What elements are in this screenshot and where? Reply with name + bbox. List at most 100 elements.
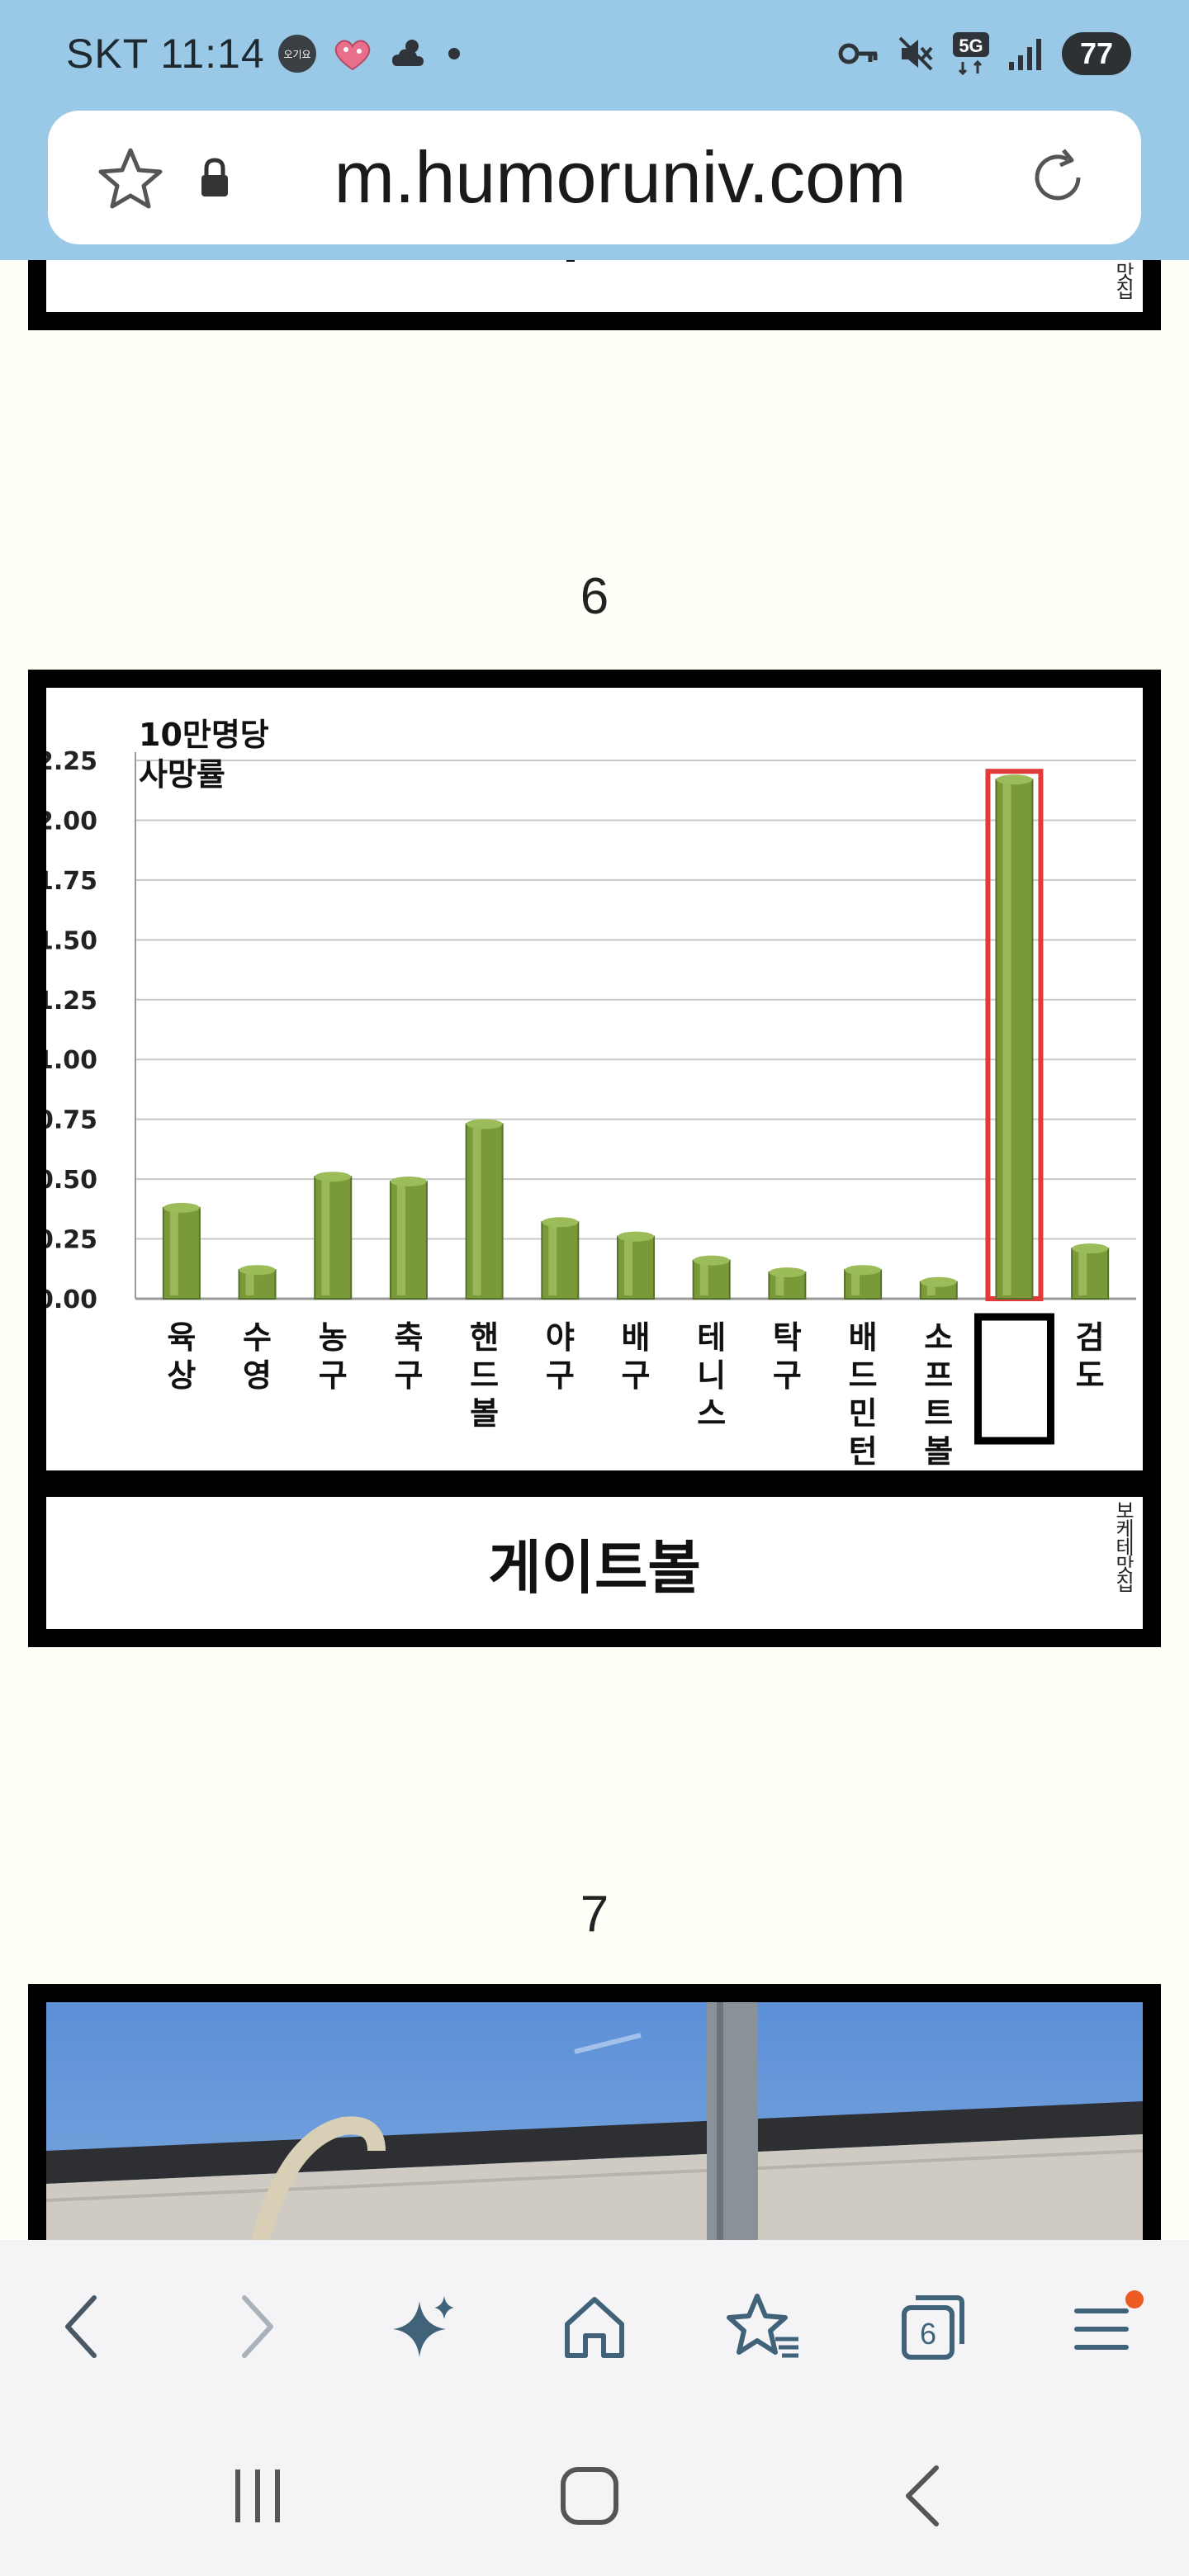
y-tick-label: 1.25 <box>46 987 97 1016</box>
section-number-6: 6 <box>580 568 609 625</box>
next-photo <box>46 2002 1143 2240</box>
y-tick-label: 2.25 <box>46 747 97 776</box>
page-content: 맛집 6 0.00 0.25 0.50 0.75 1.00 1.25 1.50 1.75 2.0… <box>0 260 1189 2240</box>
bar-cap <box>618 1231 654 1242</box>
prev-caption-box: 맛집 <box>46 260 1143 312</box>
bar-shine <box>245 1273 254 1295</box>
home-button[interactable] <box>549 2281 640 2372</box>
heart-sticker-icon <box>329 33 376 74</box>
x-tick-label: 농 <box>319 1319 348 1356</box>
tab-count: 6 <box>920 2317 936 2351</box>
bar <box>238 1269 277 1300</box>
bar-cap <box>920 1276 957 1287</box>
back-icon <box>65 2295 97 2358</box>
bar-cap <box>845 1265 882 1276</box>
badge-text: 오기요 <box>283 49 310 60</box>
star-icon[interactable] <box>96 145 165 215</box>
bar-cap <box>542 1217 579 1228</box>
back-button[interactable] <box>37 2281 128 2372</box>
bar-cap <box>769 1267 806 1278</box>
x-tick-label: 구 <box>622 1357 651 1394</box>
bar-cap <box>390 1177 427 1187</box>
y-tick-label: 0.25 <box>46 1226 97 1255</box>
chart-area: 0.00 0.25 0.50 0.75 1.00 1.25 1.50 1.75 2.00 2.25… <box>46 688 1143 1470</box>
home-nav-button[interactable] <box>540 2446 639 2545</box>
bar-shine <box>1078 1252 1087 1295</box>
x-tick-label: 턴 <box>849 1433 878 1470</box>
bookmarks-button[interactable] <box>718 2281 809 2372</box>
x-tick-label: 핸 <box>470 1319 499 1356</box>
home-nav-icon <box>561 2467 618 2525</box>
y-tick-label: 1.50 <box>46 926 97 955</box>
bar-cap <box>239 1265 276 1276</box>
tabs-button[interactable]: 6 <box>888 2281 978 2372</box>
bar <box>465 1123 504 1300</box>
hidden-label-box <box>973 1313 1054 1445</box>
x-tick-label: 테 <box>697 1319 726 1356</box>
x-tick-label: 탁 <box>773 1319 802 1356</box>
bar <box>1071 1248 1110 1300</box>
status-bar: SKT 11:14 오기요 5G 77 <box>0 0 1189 107</box>
badge-icon: 오기요 <box>277 33 318 74</box>
lock-icon <box>198 157 231 203</box>
url-text[interactable]: m.humoruniv.com <box>334 136 907 218</box>
x-tick-label: 드 <box>470 1357 499 1394</box>
recents-button[interactable] <box>208 2446 307 2545</box>
reload-icon[interactable] <box>1022 142 1093 216</box>
tabs-icon: 6 <box>902 2295 964 2360</box>
x-tick-label: 소 <box>924 1319 953 1356</box>
back-nav-icon <box>906 2465 939 2526</box>
bar <box>162 1206 201 1300</box>
next-image-frame <box>28 1984 1161 2240</box>
carrier-time: SKT 11:14 <box>66 31 265 77</box>
bar-shine <box>321 1180 330 1295</box>
x-tick-label: 드 <box>849 1357 878 1394</box>
bar-shine <box>1002 783 1011 1295</box>
x-tick-label: 배 <box>849 1319 878 1356</box>
x-tick-label: 배 <box>622 1319 651 1356</box>
bar-cap <box>163 1202 200 1213</box>
chart-image-frame: 0.00 0.25 0.50 0.75 1.00 1.25 1.50 1.75 2.00 2.25… <box>28 670 1161 1647</box>
prev-image-frame: 맛집 <box>28 260 1161 330</box>
5g-icon: 5G <box>951 31 991 77</box>
bar-cap <box>315 1172 352 1182</box>
forward-button[interactable] <box>211 2281 301 2372</box>
url-bar-container: m.humoruniv.com <box>0 107 1189 260</box>
sparkle-button[interactable] <box>380 2281 471 2372</box>
y-tick-label: 0.50 <box>46 1166 97 1195</box>
chart: 0.00 0.25 0.50 0.75 1.00 1.25 1.50 1.75 2.00 2.25… <box>46 717 1136 1470</box>
bar-cap <box>1072 1243 1109 1254</box>
x-tick-label: 스 <box>697 1395 726 1432</box>
x-tick-label: 영 <box>243 1357 272 1394</box>
x-tick-label: 검 <box>1076 1319 1105 1356</box>
x-tick-label: 볼 <box>470 1395 499 1432</box>
x-tick-label: 프 <box>924 1357 953 1394</box>
network-text: 5G <box>959 36 983 56</box>
recents-icon <box>235 2469 280 2522</box>
y-tick-label: 1.75 <box>46 867 97 896</box>
x-tick-label: 민 <box>849 1395 878 1432</box>
bar-shine <box>548 1225 557 1295</box>
x-tick-label: 야 <box>546 1319 575 1356</box>
bar <box>995 779 1034 1300</box>
bar-shine <box>169 1210 178 1295</box>
back-nav-button[interactable] <box>875 2446 974 2545</box>
bar <box>844 1269 883 1300</box>
bookmarks-icon <box>727 2294 798 2358</box>
key-icon <box>837 37 880 70</box>
image-caption: 게이트볼 <box>488 1533 701 1602</box>
bar-shine <box>699 1263 708 1295</box>
bar <box>541 1221 580 1300</box>
forward-icon <box>242 2295 273 2358</box>
bar-shine <box>624 1239 632 1295</box>
sparkle-icon <box>393 2296 454 2357</box>
weather-icon <box>387 33 430 74</box>
bar <box>314 1176 353 1300</box>
url-bar[interactable]: m.humoruniv.com <box>48 111 1141 244</box>
menu-button[interactable] <box>1061 2281 1152 2372</box>
bar-shine <box>775 1276 784 1295</box>
home-icon <box>565 2297 624 2358</box>
y-tick-label: 2.00 <box>46 807 97 836</box>
prev-watermark: 맛집 <box>1111 262 1135 298</box>
bar-shine <box>851 1273 860 1295</box>
